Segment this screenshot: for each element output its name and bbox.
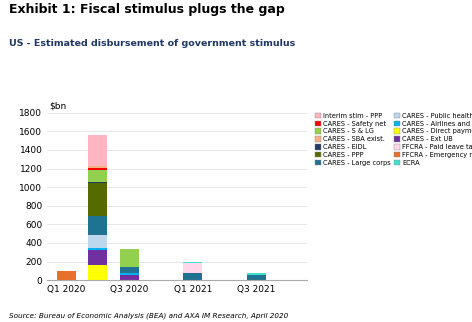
Bar: [88, 167, 107, 170]
Legend: Interim stim - PPP, CARES - Safety net, CARES - S & LG, CARES - SBA exist., CARE: Interim stim - PPP, CARES - Safety net, …: [315, 113, 472, 166]
Bar: [120, 273, 139, 276]
Bar: [88, 166, 107, 167]
Bar: [183, 263, 202, 273]
Bar: [88, 251, 107, 265]
Text: US - Estimated disbursement of government stimulus: US - Estimated disbursement of governmen…: [9, 39, 295, 48]
Bar: [120, 249, 139, 267]
Bar: [120, 267, 139, 273]
Text: $bn: $bn: [49, 102, 66, 111]
Bar: [120, 276, 139, 280]
Bar: [88, 170, 107, 183]
Bar: [88, 183, 107, 184]
Text: Source: Bureau of Economic Analysis (BEA) and AXA IM Research, April 2020: Source: Bureau of Economic Analysis (BEA…: [9, 312, 289, 319]
Bar: [183, 261, 202, 263]
Bar: [88, 216, 107, 235]
Bar: [88, 135, 107, 166]
Bar: [88, 248, 107, 251]
Bar: [247, 273, 266, 276]
Bar: [88, 235, 107, 248]
Bar: [88, 265, 107, 280]
Bar: [247, 276, 266, 280]
Text: Exhibit 1: Fiscal stimulus plugs the gap: Exhibit 1: Fiscal stimulus plugs the gap: [9, 3, 285, 16]
Bar: [183, 273, 202, 280]
Bar: [88, 184, 107, 216]
Bar: [57, 271, 76, 280]
